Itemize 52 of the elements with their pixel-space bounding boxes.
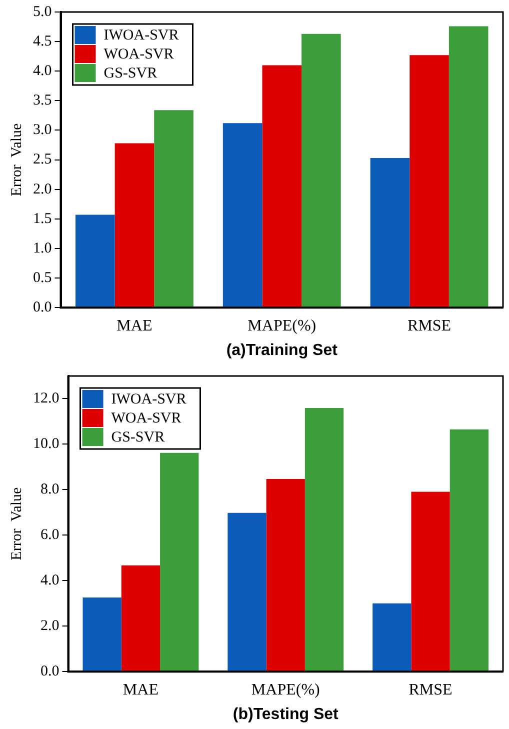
bar	[82, 597, 122, 672]
y-axis-title: Error Value	[8, 122, 25, 196]
x-tick-label: MAE	[116, 317, 152, 334]
bar	[266, 479, 305, 672]
bar	[372, 603, 412, 672]
x-tick-label: RMSE	[408, 317, 452, 334]
bar	[411, 492, 450, 672]
bar	[228, 512, 266, 672]
y-tick-label: 1.0	[33, 240, 52, 256]
y-tick-label: 6.0	[40, 527, 60, 544]
bar	[410, 55, 449, 308]
y-tick-label: 10.0	[33, 436, 60, 452]
y-tick-label: 0.0	[40, 664, 60, 680]
bar	[370, 158, 410, 308]
x-tick-label: MAE	[122, 681, 158, 698]
y-tick-label: 2.0	[33, 181, 52, 198]
y-tick-label: 8.0	[40, 482, 60, 498]
y-tick-label: 12.0	[33, 390, 60, 407]
y-tick-label: 3.0	[33, 122, 52, 138]
bar	[222, 123, 262, 308]
y-tick-label: 4.0	[33, 63, 52, 80]
bar	[262, 65, 302, 308]
bar	[304, 408, 344, 672]
x-axis-title: (a)Training Set	[226, 342, 338, 359]
bar	[450, 429, 489, 672]
x-tick-label: MAPE(%)	[251, 681, 320, 698]
y-tick-label: 2.0	[40, 618, 60, 634]
y-tick-label: 3.5	[33, 92, 52, 109]
y-tick-label: 1.5	[33, 210, 52, 227]
bar	[114, 143, 154, 308]
legend-label: WOA-SVR	[111, 410, 182, 426]
y-tick-label: 5.0	[33, 4, 52, 20]
y-tick-label: 2.5	[33, 152, 52, 168]
bar	[75, 214, 115, 308]
legend-label: IWOA-SVR	[104, 27, 179, 44]
x-tick-label: MAPE(%)	[248, 317, 316, 334]
bar	[154, 110, 194, 308]
y-tick-label: 0.0	[33, 300, 52, 316]
bar	[302, 34, 341, 308]
y-axis-title: Error Value	[8, 486, 25, 560]
y-tick-label: 0.5	[33, 270, 52, 286]
x-axis-title: (b)Testing Set	[232, 706, 340, 723]
y-tick-label: 4.0	[40, 572, 60, 589]
legend-label: GS-SVR	[104, 65, 158, 82]
x-tick-label: RMSE	[408, 681, 452, 698]
bar	[121, 565, 160, 672]
y-tick-label: 4.5	[33, 34, 52, 50]
legend-label: GS-SVR	[111, 429, 165, 446]
bar	[448, 26, 488, 308]
legend-label: IWOA-SVR	[111, 391, 186, 408]
bar	[160, 452, 199, 672]
legend-label: WOA-SVR	[104, 46, 174, 62]
